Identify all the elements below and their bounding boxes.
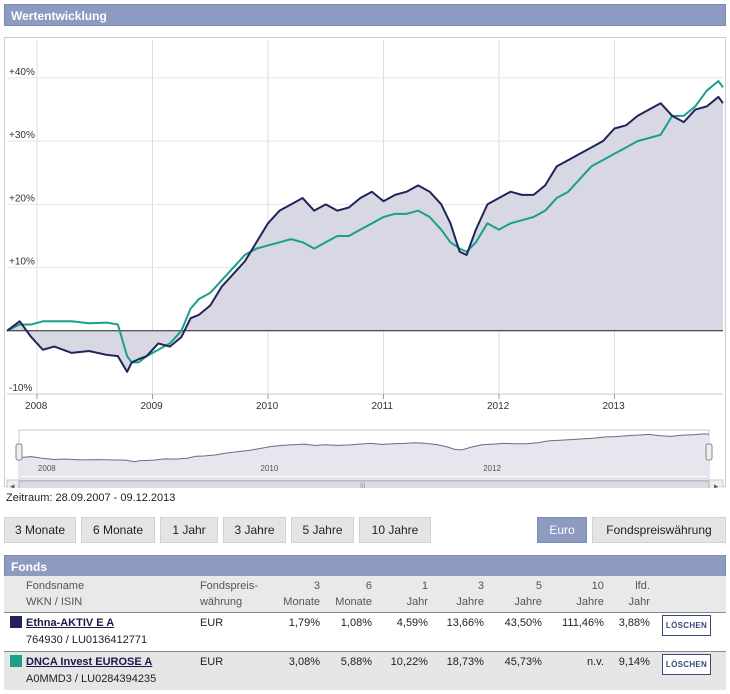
fund-row: Ethna-AKTIV E A 764930 / LU0136412771 EUR…: [4, 612, 726, 652]
performance-chart: -10% +10% +20% +30% +40% 2008 2009 2010 2011 2012…: [4, 37, 726, 488]
x-tick-label: 2011: [371, 401, 393, 412]
navigator-series-area: [19, 433, 709, 476]
series-line-dnca: [6, 80, 724, 364]
fund-return-3m: 3,08%: [264, 651, 326, 690]
x-tick-label: 2009: [141, 401, 164, 412]
fund-return-1y: 4,59%: [377, 612, 434, 652]
y-tick-label: +40%: [9, 67, 35, 78]
header-3m: 3: [313, 580, 320, 592]
header-fund-name: Fondsname: [26, 580, 85, 592]
scroll-grip-icon: |||: [360, 483, 366, 488]
funds-panel-title: Fonds: [4, 555, 726, 577]
fund-row: DNCA Invest EUROSE A A0MMD3 / LU028439423…: [4, 651, 726, 690]
fund-return-ytd: 9,14%: [609, 651, 656, 690]
header-ytd-unit: Jahr: [628, 596, 650, 608]
fund-isin: 764930 / LU0136412771: [26, 634, 148, 646]
header-3y: 3: [477, 580, 484, 592]
fund-color-swatch: [10, 655, 22, 667]
navigator-series-line: [18, 433, 710, 463]
fund-name-link[interactable]: DNCA Invest EUROSE A: [26, 656, 153, 668]
fund-return-3y: 13,66%: [433, 612, 490, 652]
fund-return-10y: n.v.: [547, 651, 610, 690]
navigator-right-handle: [705, 443, 713, 461]
funds-table: Fondsname WKN / ISIN Fondspreis-währung 3…: [4, 576, 726, 690]
currency-euro-button[interactable]: Euro: [537, 517, 587, 543]
header-10y: 10: [591, 580, 604, 592]
navigator-left-handle: [15, 443, 23, 461]
period-1-year-button[interactable]: 1 Jahr: [160, 517, 218, 543]
fund-currency: EUR: [193, 651, 265, 690]
header-6m-unit: Monate: [335, 596, 372, 608]
fund-return-6m: 1,08%: [326, 612, 378, 652]
y-tick-label: +10%: [9, 257, 35, 268]
navigator-year-label: 2012: [483, 464, 501, 473]
fund-currency: EUR: [193, 612, 265, 652]
header-ytd: lfd.: [635, 580, 650, 592]
period-3-years-button[interactable]: 3 Jahre: [223, 517, 286, 543]
y-tick-label: +30%: [9, 130, 35, 141]
fund-name-link[interactable]: Ethna-AKTIV E A: [26, 617, 115, 629]
funds-table-header: Fondsname WKN / ISIN Fondspreis-währung 3…: [4, 576, 726, 613]
fund-return-10y: 111,46%: [547, 612, 610, 652]
x-tick-label: 2010: [256, 401, 279, 412]
delete-fund-button[interactable]: LÖSCHEN: [661, 615, 712, 636]
scroll-right-arrow: ▸: [714, 481, 719, 488]
fund-return-1y: 10,22%: [377, 651, 434, 690]
header-10y-unit: Jahre: [576, 596, 604, 608]
header-5y: 5: [535, 580, 542, 592]
fund-return-5y: 45,73%: [489, 651, 548, 690]
navigator-year-label: 2010: [261, 464, 279, 473]
period-6-months-button[interactable]: 6 Monate: [81, 517, 155, 543]
y-tick-label: +20%: [9, 193, 35, 204]
header-3m-unit: Monate: [283, 596, 320, 608]
fund-return-3m: 1,79%: [264, 612, 326, 652]
x-tick-label: 2008: [25, 401, 48, 412]
period-5-years-button[interactable]: 5 Jahre: [291, 517, 354, 543]
series-line-ethna: [6, 95, 724, 373]
fund-return-5y: 43,50%: [489, 612, 548, 652]
header-1y: 1: [421, 580, 428, 592]
performance-panel-title: Wertentwicklung: [4, 4, 726, 26]
header-5y-unit: Jahre: [514, 596, 542, 608]
header-3y-unit: Jahre: [456, 596, 484, 608]
fund-return-ytd: 3,88%: [609, 612, 656, 652]
navigator-year-label: 2008: [38, 464, 56, 473]
scroll-left-arrow: ◂: [10, 481, 15, 488]
fund-isin: A0MMD3 / LU0284394235: [26, 673, 157, 685]
header-currency-2: währung: [199, 596, 243, 608]
header-1y-unit: Jahr: [406, 596, 428, 608]
fund-return-6m: 5,88%: [326, 651, 378, 690]
header-isin: WKN / ISIN: [26, 596, 83, 608]
fund-return-3y: 18,73%: [433, 651, 490, 690]
currency-fund-button[interactable]: Fondspreiswährung: [592, 517, 726, 543]
period-3-months-button[interactable]: 3 Monate: [4, 517, 76, 543]
x-tick-label: 2013: [602, 401, 625, 412]
header-currency: Fondspreis-: [199, 580, 259, 592]
y-tick-label: -10%: [9, 383, 32, 394]
chart-svg: -10% +10% +20% +30% +40% 2008 2009 2010 2011 2012…: [6, 40, 724, 488]
fund-color-swatch: [10, 616, 22, 628]
x-tick-label: 2012: [487, 401, 510, 412]
time-range-label: Zeitraum: 28.09.2007 - 09.12.2013: [6, 492, 176, 504]
series-area: [7, 96, 723, 372]
delete-fund-button[interactable]: LÖSCHEN: [661, 654, 712, 675]
header-6m: 6: [365, 580, 372, 592]
navigator-scroll-thumb: [18, 480, 710, 488]
period-10-years-button[interactable]: 10 Jahre: [359, 517, 431, 543]
